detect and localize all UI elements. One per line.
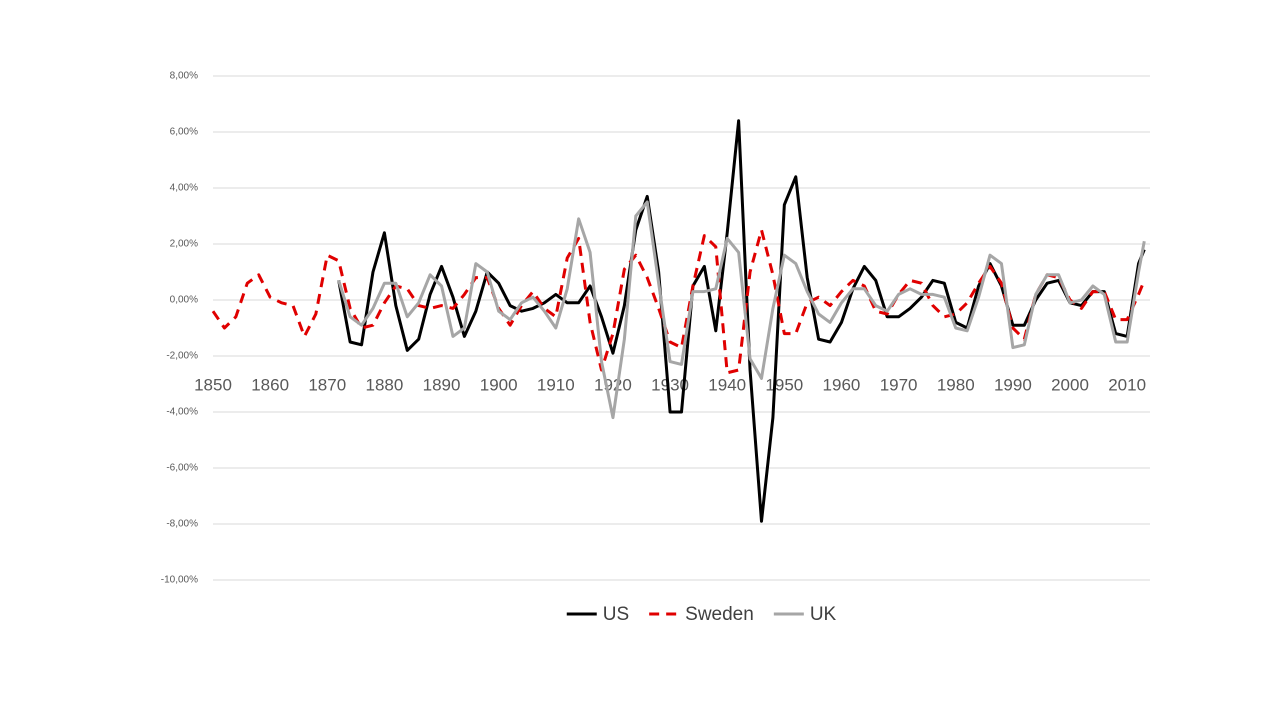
x-tick-label: 2000	[1051, 375, 1089, 394]
series-line	[337, 119, 1146, 523]
x-tick-label: 2010	[1108, 375, 1146, 394]
y-tick-label: 0,00%	[170, 295, 198, 306]
y-tick-label: 2,00%	[170, 239, 198, 250]
x-tick-label: 1980	[937, 375, 975, 394]
x-tick-label: 1880	[365, 375, 403, 394]
x-tick-label: 1990	[994, 375, 1032, 394]
x-tick-label: 1970	[880, 375, 918, 394]
legend-label: UK	[810, 604, 837, 625]
y-tick-label: 8,00%	[170, 71, 198, 82]
x-tick-label: 1870	[308, 375, 346, 394]
x-tick-label: 1930	[651, 375, 689, 394]
y-tick-label: 6,00%	[170, 127, 198, 138]
x-tick-label: 1910	[537, 375, 575, 394]
y-tick-label: -4,00%	[166, 407, 198, 418]
x-tick-label: 1920	[594, 375, 632, 394]
x-tick-label: 1860	[251, 375, 289, 394]
x-tick-label: 1960	[823, 375, 861, 394]
y-tick-label: -6,00%	[166, 463, 198, 474]
legend-label: Sweden	[685, 604, 754, 625]
legend-label: US	[603, 604, 629, 625]
y-tick-label: -8,00%	[166, 519, 198, 530]
series-line	[211, 228, 1146, 375]
y-tick-label: -2,00%	[166, 351, 198, 362]
y-tick-label: 4,00%	[170, 183, 198, 194]
x-tick-label: 1940	[708, 375, 746, 394]
x-tick-label: 1890	[423, 375, 461, 394]
series-line	[337, 200, 1146, 420]
x-tick-label: 1900	[480, 375, 518, 394]
x-tick-label: 1950	[765, 375, 803, 394]
y-tick-label: -10,00%	[161, 575, 198, 586]
x-tick-label: 1850	[194, 375, 232, 394]
